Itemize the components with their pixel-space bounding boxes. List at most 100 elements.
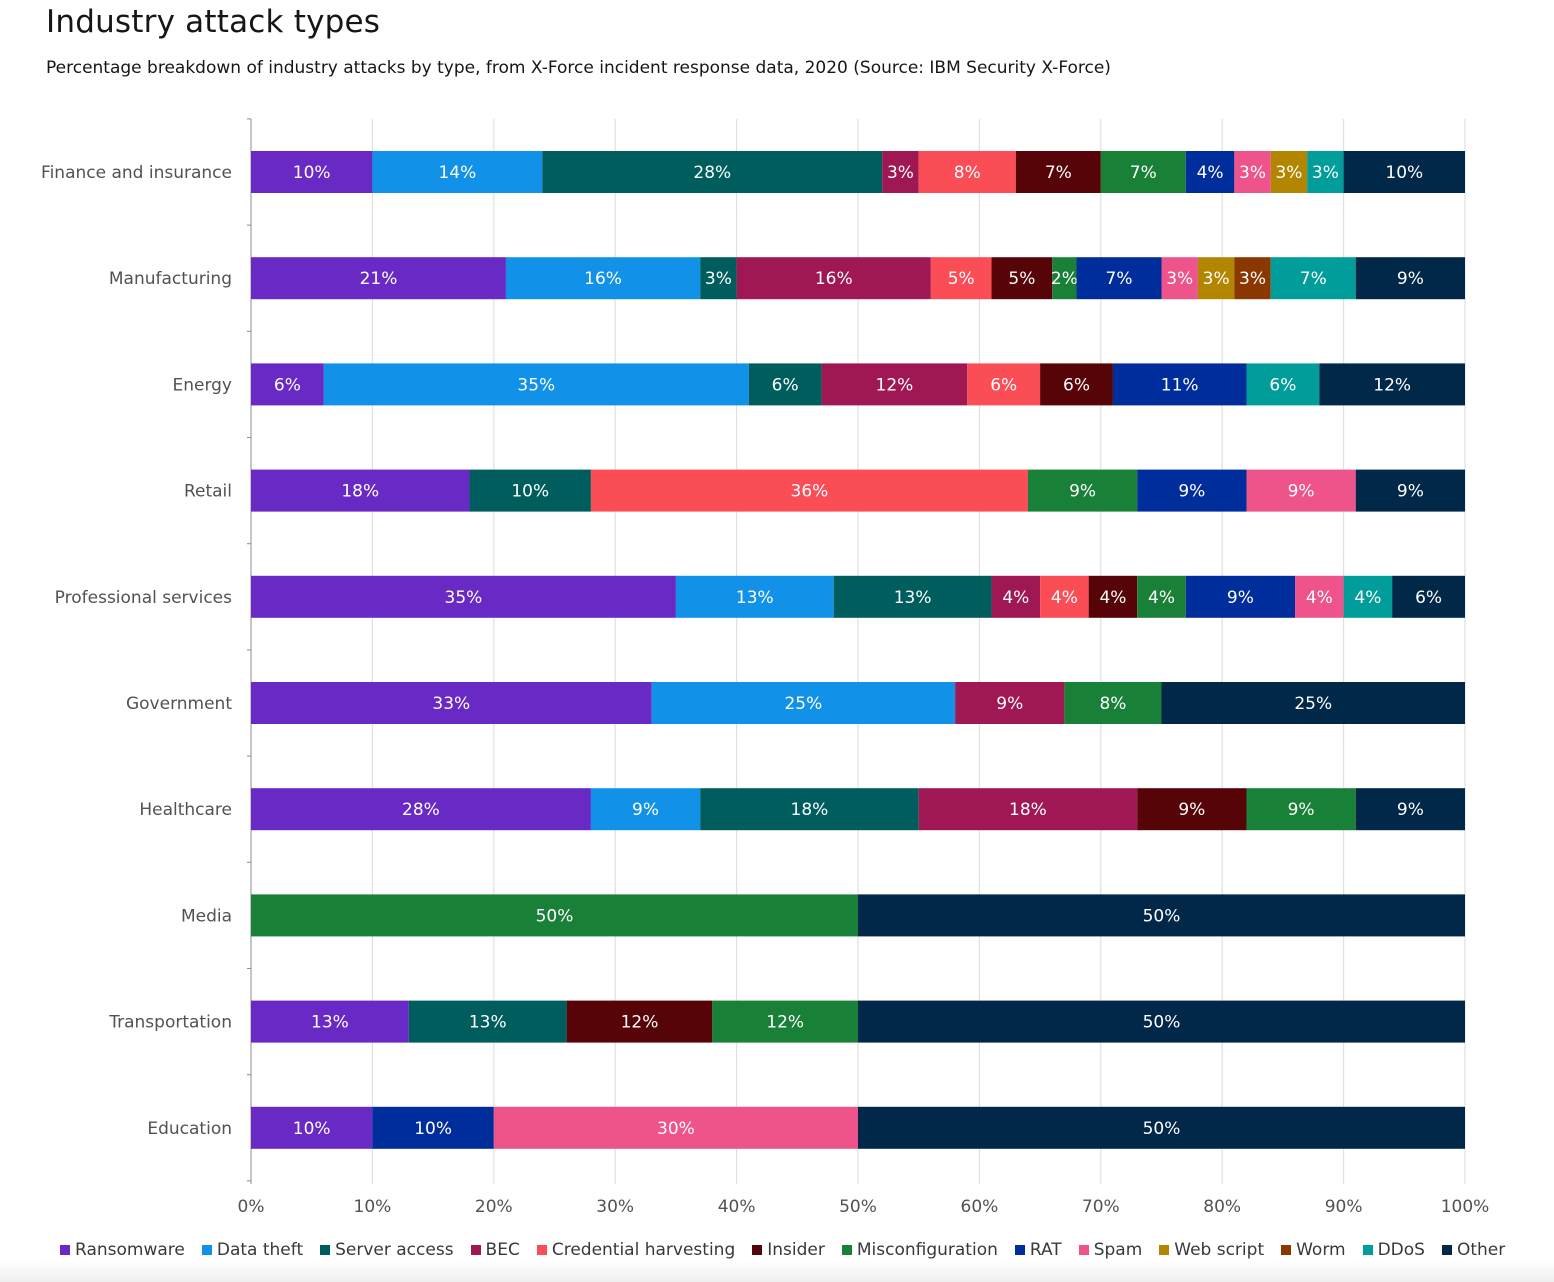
bar-data-label: 50% [1143,1119,1181,1139]
y-axis: Finance and insurance Manufacturing Energy… [41,118,252,1184]
bar-data-label: 4% [1306,588,1333,608]
bar-data-label: 3% [1239,163,1266,183]
bar-segment [918,151,1016,193]
bar-segment [493,1106,858,1149]
bar-segment [566,1000,713,1043]
bar-segment [858,1000,1465,1043]
legend-swatch [201,1245,212,1255]
bar-data-label: 9% [1069,482,1096,502]
chart-title: Industry attack types [46,4,381,40]
bar-segment [1040,575,1089,618]
bar-data-label: 50% [1143,906,1181,926]
bar-segment [251,1000,409,1043]
bar-data-label: 30% [657,1119,695,1139]
bar-data-label: 3% [1312,163,1339,183]
bar-segment [651,682,956,724]
bar-data-label: 11% [1161,375,1199,395]
bar-data-label: 28% [693,163,731,183]
bar-segment [748,363,822,406]
bar-data-label: 3% [887,163,914,183]
legend-item: Spam [1078,1240,1143,1260]
bar-segment [1137,575,1186,618]
legend-label: Spam [1093,1240,1143,1260]
legend-label: DDoS [1377,1240,1425,1260]
bar-segment [1355,257,1465,300]
x-tick-label: 50% [839,1197,877,1217]
bar-segment [700,257,737,300]
bar-segment [251,894,858,937]
bar-data-label: 50% [1143,1013,1181,1033]
bar-segment [251,469,470,512]
legend-item: Credential harvesting [536,1240,735,1260]
bar-data-label: 21% [360,269,398,289]
bar-segment [712,1000,858,1043]
bar-segment [675,575,834,618]
y-category-label: Education [147,1119,232,1139]
x-tick-label: 60% [961,1197,999,1217]
bar-data-label: 4% [1197,163,1224,183]
bar-segment [1270,151,1308,193]
bar-data-label: 13% [894,588,932,608]
bar-data-label: 5% [1008,269,1035,289]
bar-data-label: 35% [517,375,555,395]
y-category-label: Manufacturing [109,269,232,289]
legend-label: Web script [1174,1240,1265,1260]
legend-label: BEC [485,1240,520,1260]
legend-swatch [1362,1245,1373,1255]
y-category-label: Finance and insurance [41,163,232,183]
bar-segment [372,151,543,193]
bar-segment [821,363,968,406]
bar-data-label: 10% [1385,163,1423,183]
y-category-label: Professional services [55,588,232,608]
bar-segment [1112,363,1247,406]
legend-label: Worm [1296,1240,1346,1260]
legend-label: Server access [335,1240,454,1260]
bar-data-label: 13% [469,1013,507,1033]
legend-item: Server access [320,1240,454,1260]
x-tick-label: 40% [718,1197,756,1217]
legend-swatch [1159,1245,1170,1255]
bar-data-label: 7% [1300,269,1327,289]
legend-item: Ransomware [60,1240,185,1260]
x-tick-label: 20% [475,1197,513,1217]
bar-data-label: 10% [293,1119,331,1139]
bar-data-label: 10% [293,163,331,183]
bar-segment [1355,788,1465,831]
bar-segment [1040,363,1113,406]
bar-data-label: 12% [1373,375,1411,395]
bar-data-label: 8% [954,163,981,183]
bar-segment [882,151,919,193]
bar-segment [1343,575,1393,618]
chart-subtitle: Percentage breakdown of industry attacks… [46,58,1111,78]
bar-data-label: 4% [1099,588,1126,608]
bar-segment [1295,575,1344,618]
bar-segment [1064,682,1162,724]
legend-item: Worm [1281,1240,1346,1260]
bar-segment [1246,363,1320,406]
bar-segment [1246,788,1356,831]
bar-data-label: 12% [876,375,914,395]
legend-item: Insider [752,1240,825,1260]
bar-segment [858,894,1465,937]
legend-item: Web script [1159,1240,1264,1260]
bar-data-label: 6% [1063,375,1090,395]
legend-swatch [1281,1245,1292,1255]
legend-swatch [841,1245,852,1255]
bar-segment [542,151,883,193]
y-category-label: Transportation [108,1013,232,1033]
legend-swatch [1078,1245,1089,1255]
legend-item: RAT [1014,1240,1062,1260]
bar-data-label: 9% [1178,800,1205,820]
bar-segment [323,363,749,406]
bar-data-label: 6% [990,375,1017,395]
bar-data-label: 28% [402,800,440,820]
bar-data-label: 9% [1227,588,1254,608]
legend-label: Insider [767,1240,825,1260]
bar-data-label: 18% [791,800,829,820]
bar-data-label: 6% [772,375,799,395]
bar-segment [991,257,1053,300]
bar-data-label: 3% [1239,269,1266,289]
bar-data-label: 6% [274,375,301,395]
bar-data-label: 18% [1009,800,1047,820]
bar-segment [590,469,1028,512]
